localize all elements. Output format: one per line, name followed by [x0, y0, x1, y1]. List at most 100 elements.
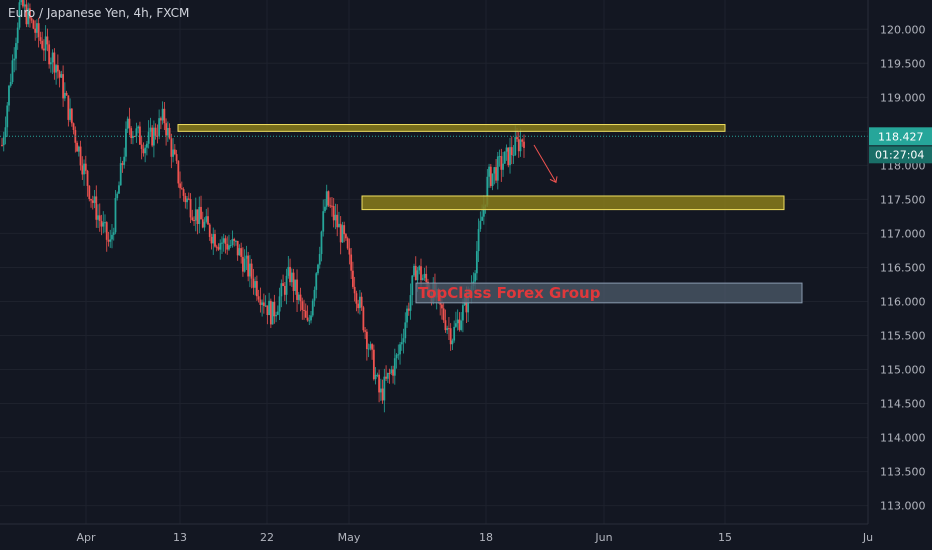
candle-body	[233, 239, 236, 241]
candle-body	[51, 52, 54, 63]
projection-arrow[interactable]	[533, 144, 558, 184]
candle-body	[311, 300, 314, 316]
candle-body	[353, 286, 356, 294]
candle-body	[441, 304, 443, 309]
candle-body	[158, 118, 161, 136]
candle-body	[521, 139, 524, 142]
candle-body	[383, 376, 386, 401]
candle-body	[102, 222, 105, 227]
candle-body	[173, 149, 176, 155]
candle-body	[1, 144, 3, 146]
candle-body	[458, 319, 461, 330]
candle-body	[448, 328, 450, 330]
candle-body	[261, 302, 264, 305]
candle-body	[414, 265, 417, 281]
supply-demand-zones[interactable]	[177, 124, 785, 211]
candle-body	[346, 238, 349, 249]
candle-body	[250, 263, 253, 279]
candle-body	[273, 301, 276, 317]
candle-body	[482, 206, 485, 217]
candle-body	[325, 191, 328, 207]
candle-body	[271, 301, 274, 325]
candle-body	[252, 278, 255, 288]
candle-body	[481, 216, 484, 221]
candle-body	[226, 243, 229, 250]
arrow-head	[549, 176, 558, 184]
candle-body	[90, 199, 92, 201]
candle-body	[505, 147, 508, 152]
y-tick-label: 114.500	[880, 398, 926, 411]
candle-body	[292, 272, 295, 291]
candle-body	[392, 369, 394, 376]
candle-body	[207, 216, 209, 225]
candle-body	[180, 188, 183, 190]
candle-body	[479, 220, 482, 229]
candle-body	[98, 215, 101, 221]
candle-body	[451, 340, 454, 345]
candle-body	[116, 193, 119, 199]
candle-body	[135, 128, 138, 137]
arrow-shaft	[533, 144, 557, 183]
candle-body	[453, 326, 456, 341]
candle-body	[460, 320, 463, 330]
candle-body	[172, 149, 174, 157]
candle-body	[493, 167, 496, 174]
candle-body	[397, 354, 400, 356]
candle-body	[247, 255, 250, 277]
candle-body	[264, 305, 267, 307]
candle-body	[177, 160, 180, 184]
candle-body	[11, 60, 14, 82]
candle-body	[126, 118, 129, 129]
candle-body	[461, 305, 464, 321]
candle-body	[91, 200, 94, 203]
candle-body	[95, 196, 98, 220]
zone-rect	[177, 124, 726, 132]
candle-body	[16, 27, 19, 44]
x-tick-label: 13	[173, 531, 187, 544]
candle-body	[88, 185, 91, 200]
candle-body	[242, 256, 244, 272]
candle-body	[214, 234, 216, 247]
candle-body	[297, 294, 300, 300]
y-tick-label: 114.000	[880, 432, 926, 445]
candle-body	[411, 275, 414, 296]
candle-body	[449, 328, 452, 345]
time-axis[interactable]: Apr 13 22 May 18 Jun 15 Ju	[0, 523, 873, 544]
candle-body	[37, 23, 40, 38]
candle-body	[425, 273, 428, 282]
candle-body	[310, 315, 312, 321]
candle-body	[77, 146, 80, 152]
candle-body	[194, 209, 197, 221]
candle-body	[8, 85, 10, 106]
candle-body	[362, 307, 365, 331]
candle-body	[123, 156, 126, 165]
candle-body	[315, 273, 318, 290]
candle-body	[254, 281, 257, 288]
candle-body	[418, 266, 421, 271]
candle-body	[112, 232, 115, 235]
candle-body	[165, 123, 168, 136]
candle-body	[503, 151, 506, 164]
candle-body	[93, 196, 96, 203]
candle-body	[186, 198, 188, 203]
candle-body	[65, 92, 68, 96]
candle-body	[111, 234, 113, 240]
x-tick-label: 15	[718, 531, 732, 544]
candle-body	[156, 135, 159, 137]
label-zone[interactable]: TopClass Forex Group	[415, 282, 803, 304]
candle-body	[304, 310, 307, 318]
candle-body	[423, 273, 426, 278]
candle-body	[519, 139, 522, 152]
candle-body	[404, 322, 407, 339]
candle-body	[259, 299, 262, 305]
candle-body	[170, 138, 173, 157]
candle-body	[100, 220, 103, 227]
x-tick-label: Jun	[594, 531, 612, 544]
candle-body	[296, 279, 298, 300]
candle-body	[222, 238, 225, 243]
candle-body	[22, 0, 24, 7]
candle-body	[367, 348, 370, 350]
x-tick-label: Ju	[862, 531, 873, 544]
y-tick-label: 115.500	[880, 329, 926, 342]
